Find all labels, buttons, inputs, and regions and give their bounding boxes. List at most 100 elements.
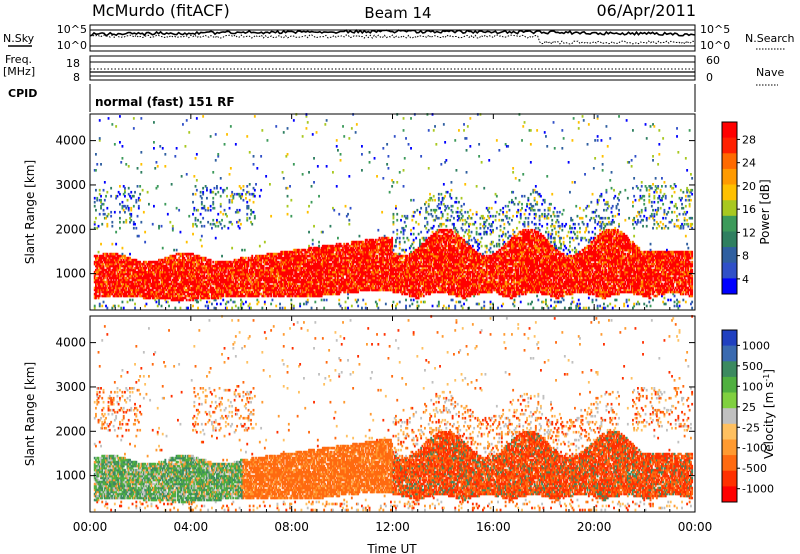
echo-cell: [224, 282, 227, 286]
echo-cell: [315, 272, 318, 276]
echo-cell: [192, 288, 194, 292]
echo-cell: [163, 296, 165, 300]
echo-cell: [279, 252, 281, 256]
echo-cell: [115, 196, 118, 200]
echo-cell: [151, 222, 154, 226]
echo-cell: [159, 264, 162, 268]
echo-cell: [212, 290, 215, 294]
echo-cell: [154, 268, 157, 272]
echo-cell: [180, 274, 183, 278]
echo-cell: [208, 266, 211, 270]
echo-cell: [233, 284, 236, 288]
echo-cell: [232, 288, 235, 292]
echo-cell: [197, 290, 199, 294]
echo-cell: [166, 276, 169, 280]
echo-cell: [240, 196, 242, 200]
echo-cell: [237, 274, 240, 278]
echo-cell: [300, 262, 303, 266]
echo-cell: [175, 262, 178, 266]
echo-cell: [136, 280, 139, 284]
echo-cell: [100, 260, 102, 264]
echo-cell: [269, 274, 271, 278]
echo-cell: [182, 264, 184, 268]
echo-cell: [231, 276, 234, 280]
echo-cell: [131, 276, 134, 280]
echo-cell: [93, 278, 96, 282]
echo-cell: [277, 254, 280, 258]
echo-cell: [250, 284, 252, 288]
echo-cell: [301, 290, 304, 294]
echo-cell: [226, 260, 228, 264]
echo-cell: [131, 298, 134, 302]
echo-cell: [197, 256, 199, 260]
echo-cell: [142, 284, 145, 288]
echo-cell: [144, 280, 147, 284]
echo-cell: [93, 292, 96, 296]
echo-cell: [174, 272, 177, 276]
echo-cell: [314, 292, 317, 296]
echo-cell: [134, 286, 136, 290]
echo-cell: [279, 272, 281, 276]
echo-cell: [280, 292, 283, 296]
echo-cell: [119, 286, 121, 290]
echo-cell: [150, 272, 153, 276]
echo-cell: [310, 200, 313, 204]
echo-cell: [125, 288, 128, 292]
echo-cell: [174, 256, 177, 260]
echo-cell: [144, 304, 147, 308]
echo-cell: [221, 264, 223, 268]
echo-cell: [219, 288, 222, 292]
echo-cell: [276, 266, 279, 270]
echo-cell: [242, 258, 245, 262]
echo-cell: [126, 280, 129, 284]
echo-cell: [132, 127, 135, 130]
echo-cell: [287, 294, 290, 298]
echo-cell: [179, 296, 182, 300]
echo-cell: [309, 266, 312, 270]
echo-cell: [248, 292, 251, 296]
echo-cell: [287, 272, 290, 276]
echo-cell: [277, 284, 280, 288]
echo-cell: [291, 292, 294, 296]
echo-cell: [148, 292, 150, 296]
echo-cell: [255, 260, 257, 264]
echo-cell: [300, 274, 303, 278]
echo-cell: [313, 246, 315, 250]
echo-cell: [299, 284, 302, 288]
echo-cell: [115, 292, 118, 296]
echo-cell: [155, 161, 158, 164]
echo-cell: [136, 294, 139, 298]
echo-cell: [272, 256, 275, 260]
echo-cell: [311, 270, 314, 274]
echo-cell: [175, 290, 178, 294]
echo-cell: [301, 262, 304, 266]
echo-cell: [279, 282, 281, 286]
echo-cell: [206, 266, 208, 270]
echo-cell: [248, 270, 251, 274]
echo-cell: [214, 290, 217, 294]
echo-cell: [323, 298, 326, 302]
echo-cell: [169, 272, 172, 276]
echo-cell: [199, 266, 202, 270]
echo-cell: [171, 226, 174, 230]
echo-cell: [121, 206, 124, 210]
echo-cell: [208, 262, 211, 266]
echo-cell: [188, 298, 191, 302]
echo-cell: [252, 194, 255, 198]
echo-cell: [115, 284, 118, 288]
echo-cell: [256, 260, 259, 264]
echo-cell: [247, 282, 250, 286]
echo-cell: [168, 258, 170, 262]
echo-cell: [227, 272, 230, 276]
echo-cell: [217, 270, 220, 274]
echo-cell: [361, 153, 363, 156]
echo-cell: [257, 294, 260, 298]
echo-cell: [316, 266, 319, 270]
echo-cell: [169, 296, 172, 300]
echo-cell: [125, 218, 128, 222]
echo-cell: [216, 185, 218, 188]
echo-cell: [192, 212, 194, 216]
echo-cell: [187, 272, 189, 276]
echo-cell: [308, 284, 310, 288]
echo-cell: [204, 256, 207, 260]
